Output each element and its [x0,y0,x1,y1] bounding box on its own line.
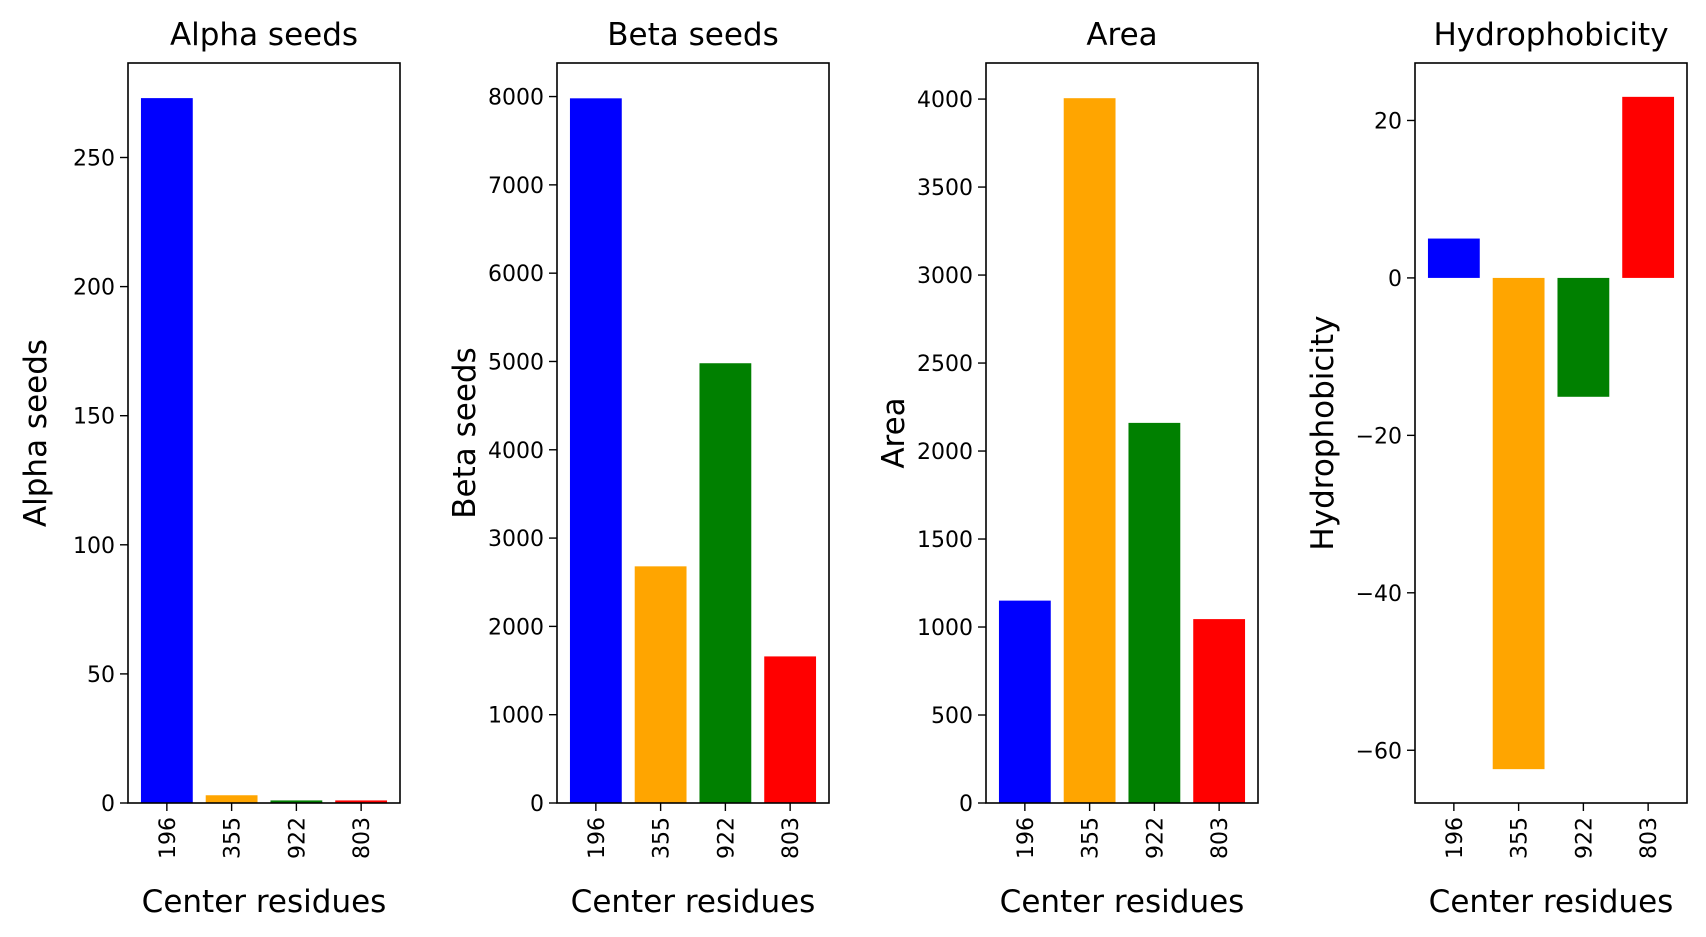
y-tick-label: 2500 [917,352,973,377]
y-tick-label: −40 [1356,582,1402,607]
y-tick-label: 5000 [488,350,544,375]
y-tick-label: 8000 [488,86,544,111]
chart-panel-2: 196 355 922 803 0 1000 2000 3000 4000 5000 6000 700… [447,17,830,920]
bar-803 [1622,96,1675,278]
x-tick-label: 803 [350,817,375,859]
bar-355 [634,566,687,803]
y-tick-label: 0 [959,792,973,817]
y-axis-label: Alpha seeds [18,339,54,527]
y-tick-label: 0 [530,792,544,817]
chart-title: Hydrophobicity [1433,17,1668,53]
x-tick-label: 922 [285,817,310,859]
y-tick-label: 200 [73,276,115,301]
x-tick-label: 196 [1014,817,1039,859]
y-tick-label: 2000 [917,440,973,465]
axes-frame [556,62,830,804]
y-tick-label: 6000 [488,262,544,287]
x-tick-label: 355 [650,817,675,859]
y-tick-label: 20 [1374,109,1402,134]
bar-922 [699,363,752,803]
bar-922 [1128,422,1181,803]
x-tick-label: 196 [1443,817,1468,859]
bar-803 [1193,619,1246,803]
chart-panel-3: 196 355 922 803 0 500 1000 1500 2000 2500 3000 3500… [876,17,1259,920]
y-tick-label: 3500 [917,176,973,201]
x-axis-label: Center residues [1429,884,1674,920]
chart-panel-4: 196 355 922 803 −60 −40 −20 0 20 Hydrophobicity Ce… [1305,17,1688,920]
bar-355 [1063,98,1116,804]
chart-panel-1: 196 355 922 803 0 50 100 150 200 250 Alpha seeds Ce… [18,17,401,920]
y-tick-label: 0 [1388,267,1402,292]
y-tick-label: 500 [931,704,973,729]
x-tick-label: 196 [585,817,610,859]
y-tick-label: 3000 [488,527,544,552]
y-tick-label: 3000 [917,264,973,289]
x-axis-label: Center residues [142,884,387,920]
x-tick-label: 196 [156,817,181,859]
y-tick-label: 1000 [917,616,973,641]
bar-196 [569,98,622,803]
bar-922 [270,800,323,803]
x-tick-label: 355 [1079,817,1104,859]
x-axis-label: Center residues [1000,884,1245,920]
chart-title: Area [1086,17,1157,53]
y-tick-label: 150 [73,405,115,430]
y-axis-label: Beta seeds [447,347,483,518]
x-tick-label: 803 [1208,817,1233,859]
y-tick-label: 4000 [488,439,544,464]
y-tick-label: 4000 [917,88,973,113]
y-tick-label: 2000 [488,615,544,640]
y-tick-label: 1500 [917,528,973,553]
y-tick-label: 1000 [488,704,544,729]
axes-frame [985,62,1259,804]
bar-803 [335,800,388,803]
y-tick-label: 50 [87,663,115,688]
y-tick-label: −60 [1356,739,1402,764]
chart-title: Beta seeds [607,17,778,53]
x-tick-label: 922 [714,817,739,859]
bar-196 [998,600,1051,803]
bar-196 [1427,238,1480,278]
axes-frame [127,62,401,804]
bar-355 [205,795,258,803]
bar-922 [1557,277,1610,397]
y-tick-label: 7000 [488,174,544,199]
y-tick-label: 250 [73,147,115,172]
x-tick-label: 922 [1572,817,1597,859]
y-axis-label: Area [876,397,912,468]
y-axis-label: Hydrophobicity [1305,315,1341,550]
x-tick-label: 922 [1143,817,1168,859]
x-tick-label: 803 [1637,817,1662,859]
chart-title: Alpha seeds [170,17,358,53]
y-tick-label: 100 [73,534,115,559]
bar-196 [140,98,193,804]
x-tick-label: 355 [221,817,246,859]
axes-frame [1414,62,1688,804]
x-tick-label: 803 [779,817,804,859]
y-tick-label: 0 [101,792,115,817]
bar-355 [1492,277,1545,770]
y-tick-label: −20 [1356,424,1402,449]
x-axis-label: Center residues [571,884,816,920]
x-tick-label: 355 [1508,817,1533,859]
bar-803 [764,656,817,803]
